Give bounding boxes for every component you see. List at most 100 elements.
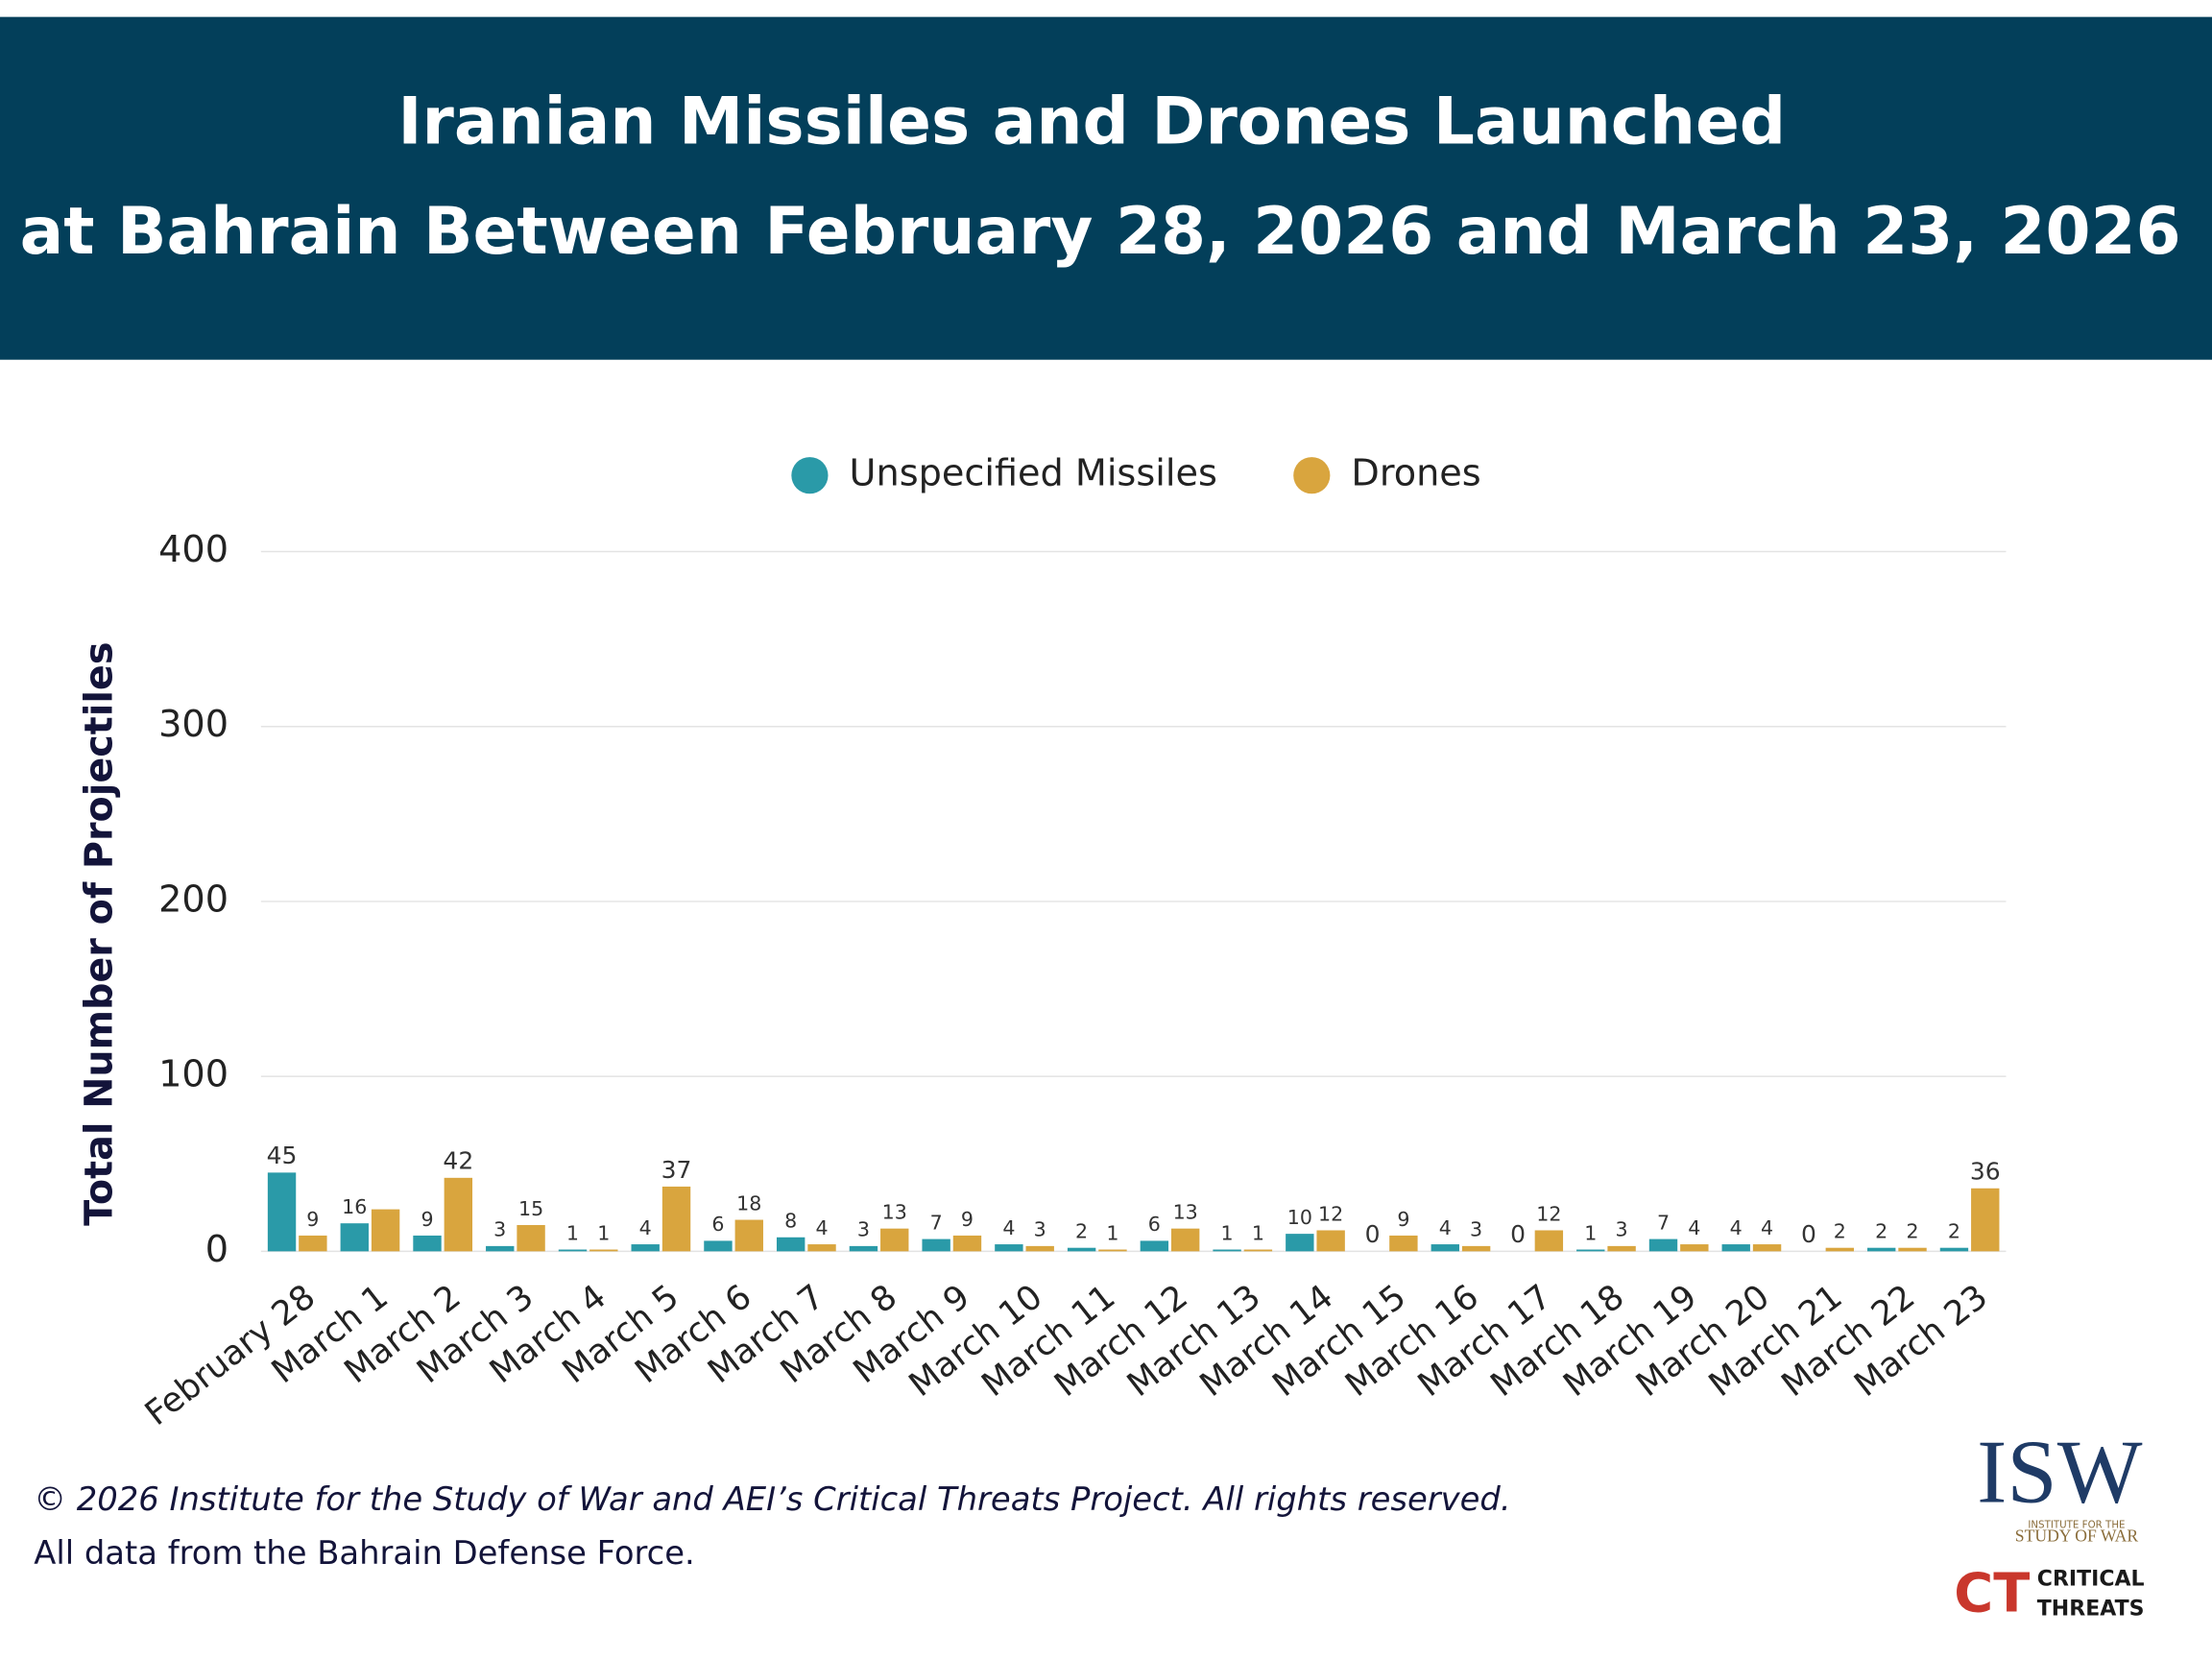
value-label: 1 [566, 1221, 579, 1244]
isw-logo-text: STUDY OF WAR [2015, 1527, 2139, 1546]
value-label: 1 [1221, 1221, 1234, 1244]
value-label: 9 [306, 1208, 319, 1231]
value-label: 45 [267, 1142, 298, 1169]
value-label: 4 [639, 1216, 652, 1239]
value-label: 4 [1688, 1216, 1700, 1239]
bar [1170, 1228, 1200, 1252]
legend-swatch [791, 457, 829, 494]
bar [299, 1235, 327, 1252]
bar [631, 1244, 660, 1252]
bar [267, 1172, 297, 1252]
bar [1286, 1234, 1314, 1252]
bar [371, 1209, 400, 1252]
value-label: 37 [661, 1156, 692, 1184]
value-label: 7 [1657, 1211, 1670, 1234]
value-label: 1 [1584, 1221, 1597, 1244]
value-label: 6 [1148, 1213, 1161, 1236]
bar [1825, 1247, 1854, 1252]
value-label: 2 [1875, 1220, 1887, 1243]
bar [880, 1228, 909, 1252]
bar [1752, 1244, 1782, 1252]
value-label: 42 [443, 1147, 473, 1175]
bar [1534, 1230, 1564, 1252]
bar [340, 1223, 369, 1252]
chart-title: Iranian Missiles and Drones Launched [397, 83, 1786, 158]
bar [922, 1238, 950, 1252]
legend-label: Unspecified Missiles [850, 453, 1217, 495]
copyright: © 2026 Institute for the Study of War an… [34, 1480, 1510, 1518]
value-label: 18 [736, 1191, 761, 1214]
bar [517, 1225, 545, 1252]
value-label: 2 [1906, 1220, 1918, 1243]
y-tick-label: 0 [205, 1229, 228, 1271]
bar [1025, 1245, 1054, 1252]
value-label: 1 [597, 1221, 610, 1244]
value-label: 16 [342, 1195, 367, 1218]
bar [1461, 1245, 1491, 1252]
bar [849, 1245, 878, 1252]
value-label: 15 [518, 1197, 543, 1220]
value-label: 9 [1397, 1208, 1409, 1231]
value-label: 8 [784, 1210, 797, 1233]
isw-logo-text: INSTITUTE FOR THE [2028, 1519, 2125, 1530]
bar [1316, 1230, 1345, 1252]
value-label: 10 [1287, 1206, 1312, 1229]
y-axis-label: Total Number of Projectiles [77, 642, 121, 1226]
value-label: 12 [1318, 1202, 1343, 1225]
value-label: 0 [1801, 1220, 1816, 1248]
bar [413, 1235, 442, 1252]
isw-logo: ISW [1977, 1422, 2143, 1522]
value-label: 9 [961, 1208, 974, 1231]
value-label: 3 [493, 1218, 506, 1241]
y-tick-label: 300 [158, 704, 228, 746]
bar [1213, 1249, 1241, 1252]
y-tick-label: 200 [158, 878, 228, 921]
value-label: 13 [882, 1200, 907, 1223]
legend-label: Drones [1351, 453, 1480, 495]
value-label: 4 [1002, 1216, 1015, 1239]
bar [1898, 1247, 1927, 1252]
bar [704, 1240, 733, 1252]
value-label: 9 [421, 1208, 433, 1231]
bar [1098, 1249, 1127, 1252]
bar [1971, 1188, 2000, 1252]
bar [444, 1177, 473, 1252]
bar [1648, 1238, 1678, 1252]
bar [1243, 1249, 1273, 1252]
value-label: 4 [1439, 1216, 1452, 1239]
bar [1939, 1247, 1969, 1252]
bar [1721, 1244, 1750, 1252]
bar [952, 1235, 982, 1252]
bar [589, 1249, 618, 1252]
value-label: 36 [1970, 1158, 2001, 1186]
header-band [0, 16, 2212, 360]
value-label: 3 [1034, 1218, 1046, 1241]
bar [995, 1244, 1023, 1252]
bar [1431, 1244, 1459, 1252]
ct-logo-text: CRITICAL [2037, 1568, 2145, 1592]
value-label: 12 [1536, 1202, 1561, 1225]
legend-swatch [1293, 457, 1331, 494]
value-label: 4 [1730, 1216, 1743, 1239]
value-label: 1 [1252, 1221, 1264, 1244]
value-label: 3 [1616, 1218, 1628, 1241]
ct-logo-text: THREATS [2037, 1598, 2145, 1622]
bar [1607, 1245, 1636, 1252]
bar [558, 1249, 588, 1252]
bar [807, 1244, 836, 1252]
value-label: 13 [1173, 1200, 1198, 1223]
y-tick-label: 400 [158, 529, 228, 571]
value-label: 2 [1834, 1220, 1846, 1243]
value-label: 4 [815, 1216, 828, 1239]
bar [1867, 1247, 1896, 1252]
value-label: 4 [1761, 1216, 1773, 1239]
value-label: 0 [1510, 1220, 1526, 1248]
value-label: 2 [1948, 1220, 1960, 1243]
value-label: 6 [711, 1213, 724, 1236]
source-note: All data from the Bahrain Defense Force. [34, 1534, 695, 1572]
bar [661, 1186, 691, 1252]
bar [1067, 1247, 1096, 1252]
bar [776, 1237, 805, 1252]
value-label: 7 [930, 1211, 943, 1234]
